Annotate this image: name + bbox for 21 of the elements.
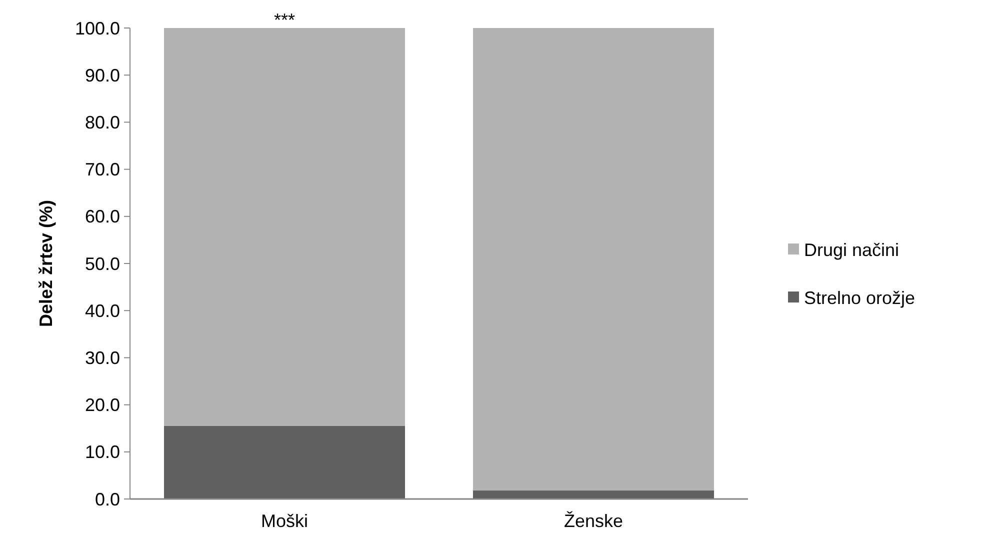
bar — [164, 426, 406, 499]
legend-label: Drugi načini — [804, 240, 900, 260]
y-tick-label: 30.0 — [84, 348, 120, 368]
y-tick-label: 0.0 — [94, 489, 120, 510]
y-tick-label: 100.0 — [74, 18, 120, 38]
y-tick-label: 80.0 — [84, 112, 120, 132]
y-tick-label: 20.0 — [84, 395, 120, 416]
bar — [472, 28, 714, 491]
x-tick-label: Moški — [260, 511, 308, 531]
bar — [472, 490, 714, 499]
y-tick-label: 60.0 — [84, 206, 120, 227]
y-axis-title: Delež žrtev (%) — [36, 200, 56, 328]
y-tick-label: 40.0 — [84, 300, 120, 321]
y-tick-label: 90.0 — [84, 65, 120, 86]
bar — [164, 28, 406, 426]
y-tick-label: 70.0 — [84, 160, 120, 180]
y-tick-label: 50.0 — [84, 254, 120, 274]
x-tick-label: Ženske — [564, 511, 624, 531]
annotation: *** — [274, 10, 296, 30]
legend-label: Strelno orožje — [804, 288, 916, 308]
y-tick-label: 10.0 — [84, 442, 120, 462]
